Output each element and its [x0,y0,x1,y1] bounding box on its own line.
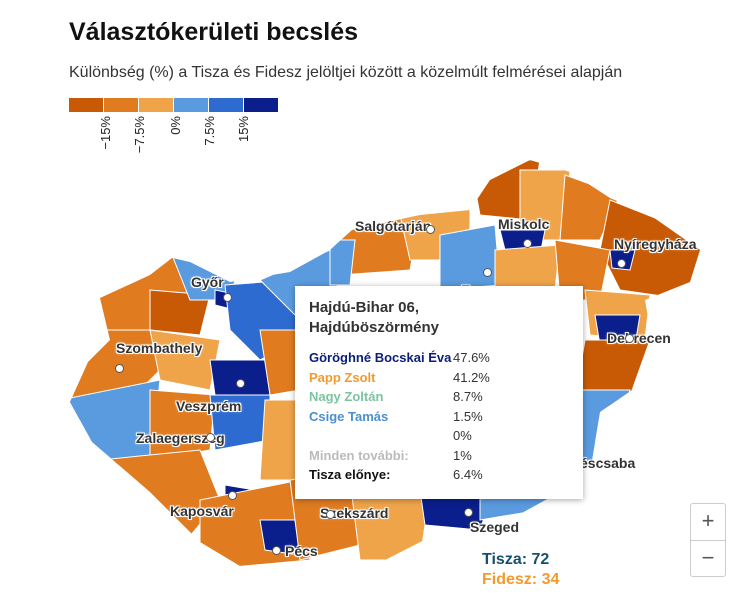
candidate-value: 6.4% [453,467,483,482]
candidate-value: 1.5% [453,408,483,424]
color-legend [69,98,279,112]
subtitle: Különbség (%) a Tisza és Fidesz jelöltje… [69,64,623,81]
city-marker [228,491,237,500]
city-marker [206,433,215,442]
city-label: Salgótarján [355,218,432,234]
legend-swatch [209,98,243,112]
candidate-name: Nagy Zoltán [309,389,384,404]
city-label: Miskolc [498,216,550,232]
city-label: éscsaba [580,455,636,471]
legend-swatch [104,98,138,112]
tooltip-row: Göröghné Bocskai Éva 47.6% [309,350,569,365]
city-marker [483,268,492,277]
city-label: Szombathely [116,340,203,356]
legend-swatch [139,98,173,112]
candidate-name: Göröghné Bocskai Éva [309,350,452,365]
city-label: Zalaegerszeg [136,430,225,446]
city-marker [617,259,626,268]
electoral-district[interactable] [494,244,561,291]
city-label: Győr [191,274,224,290]
tooltip-district: Hajdú-Bihar 06, [309,299,420,316]
city-label: Nyíregyháza [614,236,697,252]
zoom-in-button[interactable]: + [691,504,725,541]
legend-swatch [174,98,208,112]
tooltip-row: Csige Tamás 1.5% [309,409,569,424]
city-label: Szeged [470,519,520,535]
zoom-out-button[interactable]: − [701,545,715,570]
legend-swatch [244,98,278,112]
legend-swatch [69,98,103,112]
candidate-name: Csige Tamás [309,408,389,424]
city-label: Veszprém [176,398,242,414]
city-marker [625,334,634,343]
electoral-district[interactable] [209,359,271,396]
city-label: Szekszárd [320,505,389,521]
city-marker [115,364,124,373]
candidate-value: 1% [453,447,472,463]
candidate-value: 0% [453,428,472,443]
electoral-district[interactable] [149,329,221,391]
candidate-name: Papp Zsolt [309,369,376,385]
candidate-name: Minden további: [309,447,409,463]
zoom-control: + − [690,503,726,577]
candidate-value: 8.7% [453,389,483,404]
city-label: Debrecen [607,330,671,346]
page-title: Választókerületi becslés [69,18,359,46]
candidate-name: Tisza előnye: [309,467,391,482]
district-tooltip: Hajdú-Bihar 06, Hajdúböszörmény Göröghné … [295,286,583,499]
electoral-district[interactable] [329,239,356,286]
city-marker [272,546,281,555]
city-marker [236,379,245,388]
electoral-district[interactable] [439,224,501,291]
tooltip-row: Minden további: 1% [309,448,569,463]
city-label: Kaposvár [170,503,234,519]
candidate-value: 41.2% [453,369,490,385]
fidesz-seats: Fidesz: 34 [482,571,560,588]
city-label: Pécs [285,543,318,559]
electoral-district[interactable] [259,399,301,481]
tooltip-row: Nagy Zoltán 8.7% [309,389,569,404]
candidate-value: 47.6% [453,350,490,365]
electoral-district[interactable] [149,389,216,461]
tooltip-row: Tisza előnye: 6.4% [309,467,569,482]
city-marker [464,508,473,517]
tooltip-row: Papp Zsolt 41.2% [309,370,569,385]
city-marker [223,293,232,302]
tisza-seats: Tisza: 72 [482,551,550,568]
city-marker [326,510,335,519]
city-marker [523,239,532,248]
tooltip-town: Hajdúböszörmény [309,319,440,336]
city-marker [426,225,435,234]
